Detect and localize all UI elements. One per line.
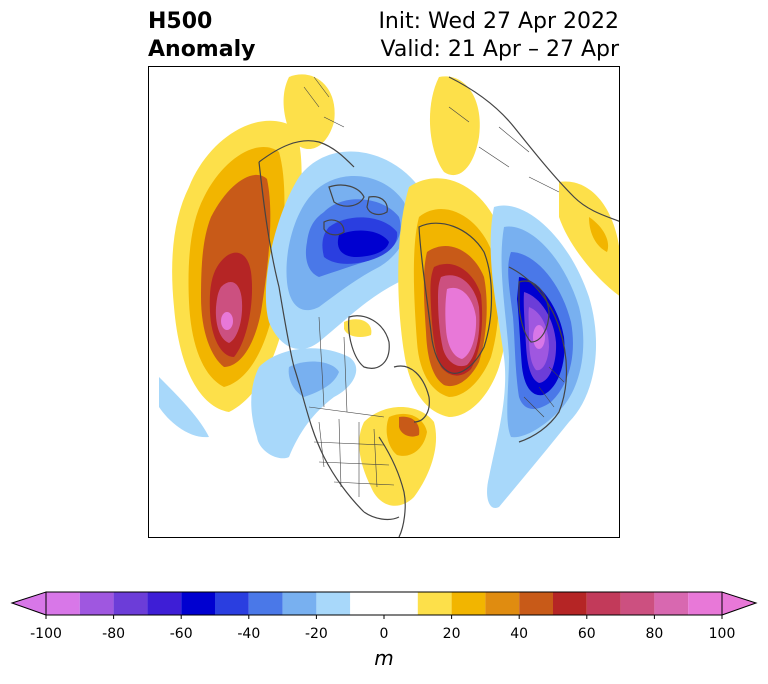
- colorbar-cell: [620, 592, 655, 615]
- title-right: Init: Wed 27 Apr 2022 Valid: 21 Apr – 27…: [378, 8, 619, 64]
- valid-period: Valid: 21 Apr – 27 Apr: [380, 37, 620, 62]
- colorbar-cell: [350, 592, 418, 615]
- anomaly-siberia-positive: [429, 76, 619, 296]
- anomaly-map: [148, 66, 620, 538]
- anomaly-europe-negative: [487, 205, 597, 508]
- colorbar-cell: [282, 592, 317, 615]
- colorbar-tick-label: 0: [379, 626, 389, 642]
- title-field: Anomaly: [148, 37, 256, 62]
- colorbar-cell: [451, 592, 486, 615]
- colorbar: [10, 591, 758, 619]
- colorbar-cell: [316, 592, 351, 615]
- colorbar-cell: [113, 592, 148, 615]
- map-canvas: [159, 74, 619, 537]
- colorbar-cell: [79, 592, 114, 615]
- title-left: H500 Anomaly: [148, 8, 255, 64]
- anomaly-central-negative: [251, 348, 357, 459]
- colorbar-unit-label: m: [374, 646, 394, 670]
- anomaly-eastern-us-positive: [344, 319, 437, 506]
- colorbar-cell: [553, 592, 587, 615]
- init-time: Init: Wed 27 Apr 2022: [378, 9, 619, 34]
- colorbar-cells: [46, 592, 722, 615]
- title-variable: H500: [148, 9, 213, 34]
- colorbar-tick-label: -80: [102, 626, 126, 642]
- anomaly-ne-pacific-positive: [159, 120, 302, 438]
- colorbar-cell: [215, 592, 249, 615]
- colorbar-under-triangle: [10, 591, 47, 616]
- colorbar-cell: [519, 592, 553, 615]
- colorbar-cell: [485, 592, 520, 615]
- colorbar-ticks: [45, 615, 723, 619]
- colorbar-tick-label: 100: [708, 626, 736, 642]
- colorbar-tick-label: -60: [169, 626, 193, 642]
- colorbar-tick-label: 20: [442, 626, 461, 642]
- colorbar-cell: [181, 592, 215, 615]
- coastlines: [258, 76, 619, 537]
- colorbar-tick-label: -100: [30, 626, 62, 642]
- colorbar-cell: [586, 592, 621, 615]
- anomaly-arctic-negative: [265, 151, 428, 350]
- colorbar-cell: [147, 592, 182, 615]
- colorbar-tick-label: 80: [645, 626, 664, 642]
- anomaly-alaska-positive: [283, 74, 335, 150]
- colorbar-cell: [46, 592, 80, 615]
- anomaly-greenland-positive: [398, 178, 511, 417]
- colorbar-tick-label: 40: [510, 626, 529, 642]
- colorbar-cell: [417, 592, 452, 615]
- colorbar-tick-label: 60: [577, 626, 596, 642]
- colorbar-tick-label: -40: [237, 626, 261, 642]
- colorbar-tick-label: -20: [304, 626, 328, 642]
- colorbar-cell: [654, 592, 689, 615]
- political-boundaries: [303, 76, 565, 497]
- colorbar-cell: [688, 592, 722, 615]
- colorbar-over-triangle: [721, 591, 758, 616]
- colorbar-cell: [248, 592, 283, 615]
